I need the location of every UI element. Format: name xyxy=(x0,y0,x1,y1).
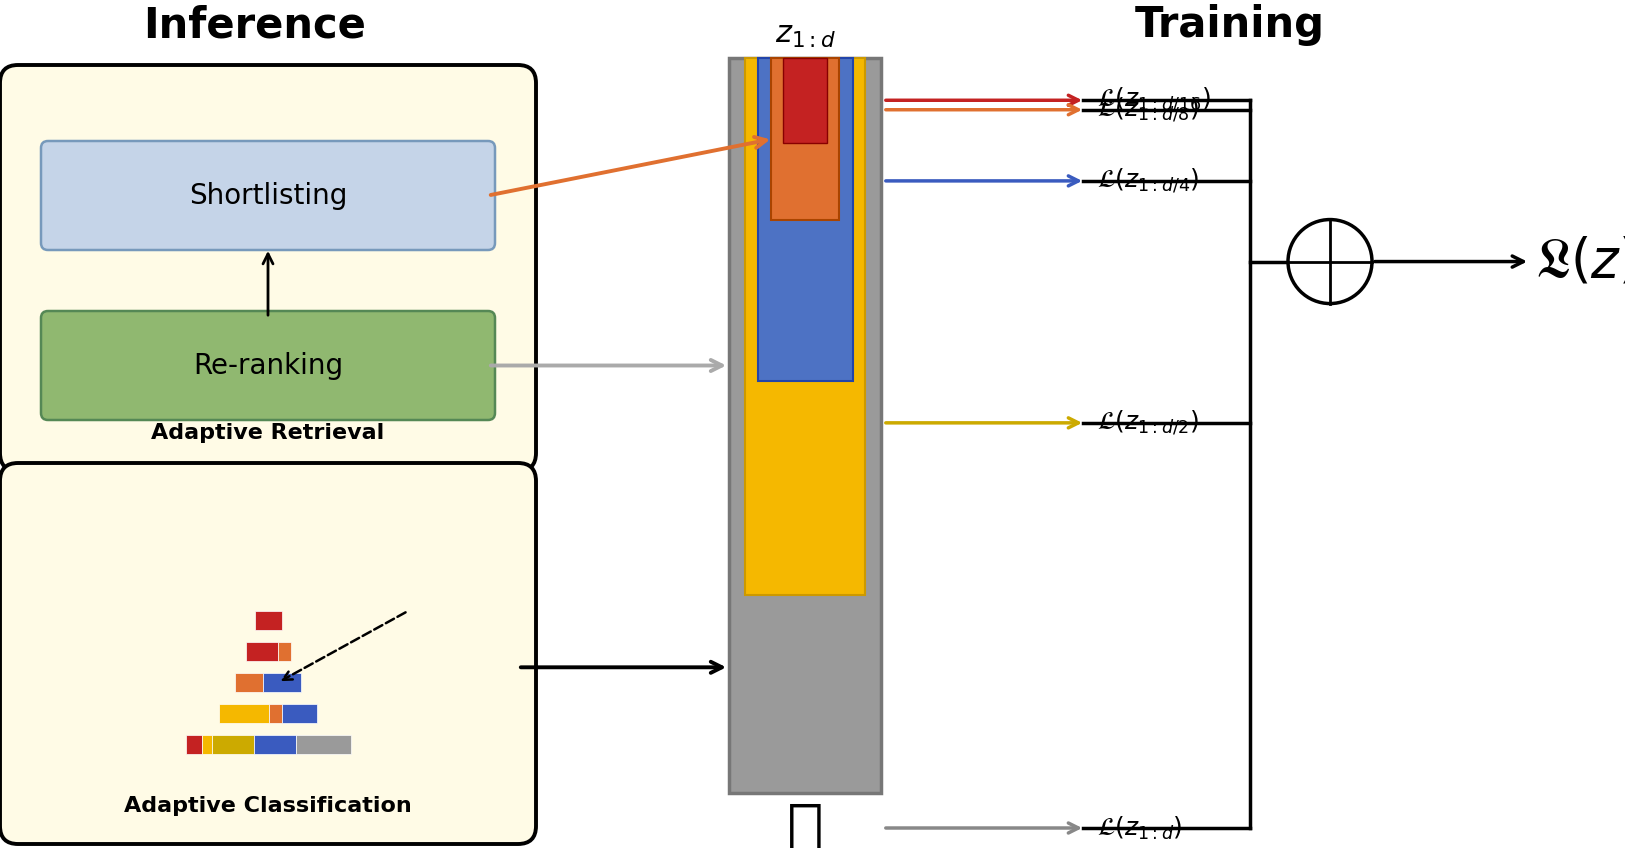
Bar xyxy=(783,58,827,142)
Bar xyxy=(730,58,881,793)
Text: $\mathcal{L}(z_{1:d/4})$: $\mathcal{L}(z_{1:d/4})$ xyxy=(1097,167,1199,195)
Bar xyxy=(283,704,317,723)
FancyBboxPatch shape xyxy=(0,463,536,844)
Bar xyxy=(296,735,351,754)
FancyBboxPatch shape xyxy=(41,141,496,250)
Circle shape xyxy=(1289,220,1372,304)
Bar xyxy=(263,673,301,692)
Text: $\mathfrak{L}(z)$: $\mathfrak{L}(z)$ xyxy=(1536,236,1625,287)
Text: $\mathcal{L}(z_{1:d/16})$: $\mathcal{L}(z_{1:d/16})$ xyxy=(1097,86,1211,114)
Text: $\mathcal{L}(z_{1:d/2})$: $\mathcal{L}(z_{1:d/2})$ xyxy=(1097,409,1199,437)
Bar xyxy=(757,58,853,382)
Bar xyxy=(744,58,864,594)
Text: Shortlisting: Shortlisting xyxy=(188,181,348,209)
Text: Training: Training xyxy=(1134,4,1324,46)
FancyBboxPatch shape xyxy=(41,311,496,420)
Bar xyxy=(270,704,283,723)
Text: $\mathcal{L}(z_{1:d})$: $\mathcal{L}(z_{1:d})$ xyxy=(1097,814,1183,841)
Text: Adaptive Retrieval: Adaptive Retrieval xyxy=(151,423,385,443)
Bar xyxy=(211,735,254,754)
Text: $\mathcal{L}(z_{1:d/8})$: $\mathcal{L}(z_{1:d/8})$ xyxy=(1097,96,1199,124)
Bar xyxy=(236,673,263,692)
Text: Inference: Inference xyxy=(143,4,367,46)
Bar xyxy=(245,642,278,661)
Bar xyxy=(219,704,270,723)
Bar xyxy=(278,642,291,661)
Text: Re-ranking: Re-ranking xyxy=(193,352,343,380)
Text: Adaptive Classification: Adaptive Classification xyxy=(124,796,411,816)
Bar xyxy=(255,611,281,630)
FancyBboxPatch shape xyxy=(0,65,536,471)
Text: $z_{1:d}$: $z_{1:d}$ xyxy=(775,21,835,50)
Bar xyxy=(770,58,838,220)
Text: 🪆: 🪆 xyxy=(786,801,824,848)
Bar xyxy=(202,735,211,754)
Bar xyxy=(254,735,296,754)
Bar xyxy=(185,735,202,754)
